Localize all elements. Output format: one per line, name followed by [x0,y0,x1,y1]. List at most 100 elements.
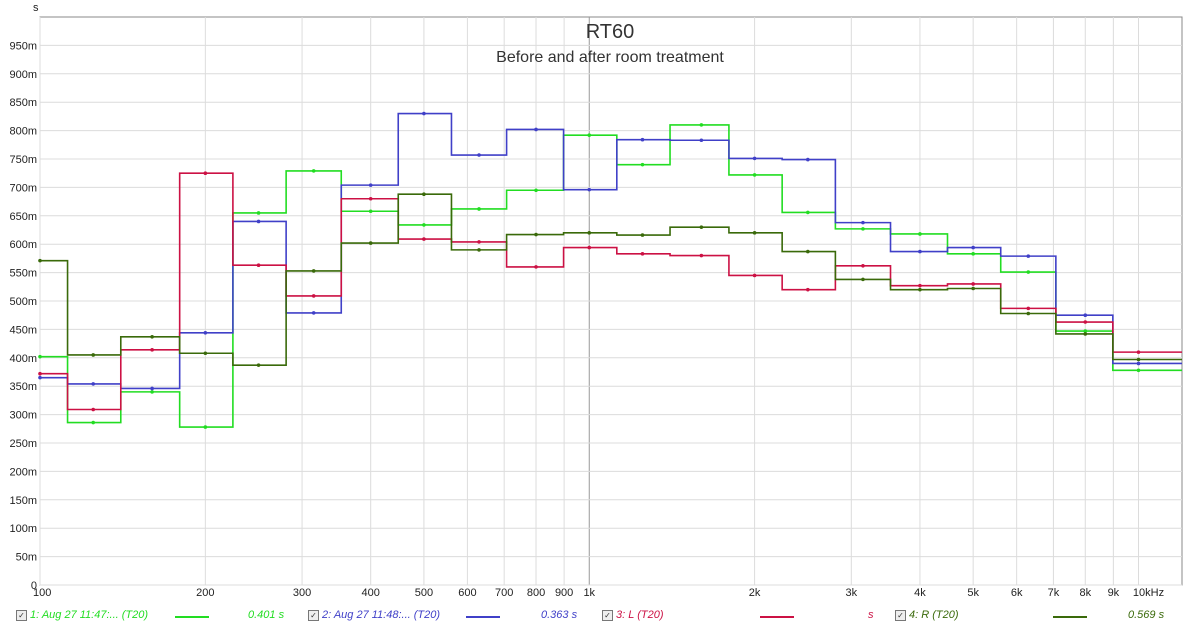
data-point-s3 [311,294,316,298]
x-tick-label: 5k [967,587,979,599]
y-tick-label: 200m [9,466,37,478]
data-point-s1 [699,123,704,127]
data-point-s3 [422,237,426,241]
y-tick-label: 750m [9,154,37,166]
data-point-s3 [256,263,261,268]
data-point-s4 [534,232,538,237]
legend-item-1[interactable]: ✓ 1: Aug 27 11:47:... (T20) [16,609,148,621]
rt60-chart: 0 50m 100m 150m 200m 250m 300m 350m 400m 450m 500m… [9,2,1183,599]
data-point-s1 [861,227,865,231]
legend-checkbox-4[interactable]: ✓ [895,609,906,621]
data-point-s2 [640,137,645,142]
legend-item-4[interactable]: ✓ 4: R (T20) [895,609,959,621]
data-point-s3 [203,171,208,175]
data-point-s3 [534,265,538,269]
data-point-s1 [918,232,922,236]
data-point-s3 [918,283,922,288]
data-point-s1 [38,354,42,359]
x-tick-label: 800 [527,587,545,599]
chart-subtitle: Before and after room treatment [496,49,724,66]
x-tick-label: 2k [749,587,761,599]
legend: ✓ 1: Aug 27 11:47:... (T20) 0.401 s ✓ 2:… [0,606,1200,627]
y-tick-label: 350m [9,381,37,393]
data-point-s3 [640,252,645,256]
x-axis-ticks: 100 200 300 400 500 600 700 800 900 1k 2k 3k 4k 5k 6k 7… [33,587,1164,599]
data-point-s3 [806,287,810,292]
legend-label-1: 1: Aug 27 11:47:... (T20) [30,609,149,621]
x-tick-label: 8k [1079,587,1091,599]
x-tick-label: 500 [415,587,433,599]
data-point-s4 [91,353,96,357]
data-point-s2 [534,127,538,132]
data-point-s1 [640,162,645,167]
y-tick-label: 500m [9,296,37,308]
data-point-s4 [861,277,865,282]
data-point-s3 [1083,320,1088,324]
legend-checkbox-3[interactable]: ✓ [602,609,613,621]
data-point-s2 [1083,313,1088,318]
data-point-s4 [368,241,373,245]
legend-item-2[interactable]: ✓ 2: Aug 27 11:48:... (T20) [308,609,440,621]
data-point-s3 [861,263,865,268]
data-point-s4 [806,249,810,254]
data-point-s1 [1026,270,1031,274]
data-point-s4 [1136,357,1141,362]
y-tick-label: 50m [16,552,37,564]
legend-item-3[interactable]: ✓ 3: L (T20) [602,609,664,621]
x-tick-label: 3k [846,587,858,599]
legend-checkbox-1[interactable]: ✓ [16,609,27,621]
data-point-s2 [368,183,373,187]
data-point-s2 [150,386,154,391]
data-point-s1 [1136,368,1141,373]
data-point-s1 [806,210,810,215]
data-point-s4 [422,192,426,197]
data-point-s4 [918,287,922,292]
y-tick-label: 450m [9,324,37,336]
data-point-s4 [38,258,42,263]
y-axis-label: s [33,2,39,14]
data-point-s2 [1026,254,1031,258]
legend-label-3: 3: L (T20) [616,609,664,621]
y-tick-label: 850m [9,97,37,109]
legend-value-4: 0.569 s [1128,609,1165,621]
data-point-s1 [422,223,426,227]
data-point-s3 [971,282,975,286]
data-point-s3 [477,240,481,244]
data-point-s3 [699,253,704,258]
data-point-s4 [587,231,592,235]
y-tick-label: 250m [9,438,37,450]
data-point-s1 [311,169,316,173]
grid-lines [39,17,1182,586]
y-tick-label: 650m [9,211,37,223]
data-point-s3 [368,196,373,201]
data-point-s3 [1136,350,1141,354]
y-tick-label: 700m [9,182,37,194]
data-point-s1 [91,420,96,425]
y-axis-ticks: 0 50m 100m 150m 200m 250m 300m 350m 400m 450m 500m… [9,40,37,592]
x-tick-label: 700 [495,587,513,599]
data-point-s2 [256,219,261,224]
legend-value-1: 0.401 s [248,609,285,621]
legend-checkbox-2[interactable]: ✓ [308,609,319,621]
legend-label-2: 2: Aug 27 11:48:... (T20) [322,609,441,621]
y-tick-label: 400m [9,353,37,365]
data-point-s2 [422,111,426,116]
y-tick-label: 950m [9,40,37,52]
data-point-s2 [918,249,922,254]
data-point-s4 [203,351,208,356]
data-point-s1 [1083,329,1088,333]
data-point-s4 [1083,332,1088,336]
data-point-s4 [256,363,261,367]
legend-swatch-4 [1053,616,1087,618]
data-point-s2 [752,156,757,161]
x-tick-label: 400 [362,587,380,599]
data-point-s2 [1136,361,1141,366]
data-point-s4 [477,248,481,252]
x-tick-label: 300 [293,587,311,599]
data-point-s2 [861,220,865,225]
data-point-s1 [534,188,538,193]
y-tick-label: 150m [9,495,37,507]
data-point-s1 [752,173,757,177]
x-tick-label: 7k [1048,587,1060,599]
data-point-s4 [752,231,757,235]
